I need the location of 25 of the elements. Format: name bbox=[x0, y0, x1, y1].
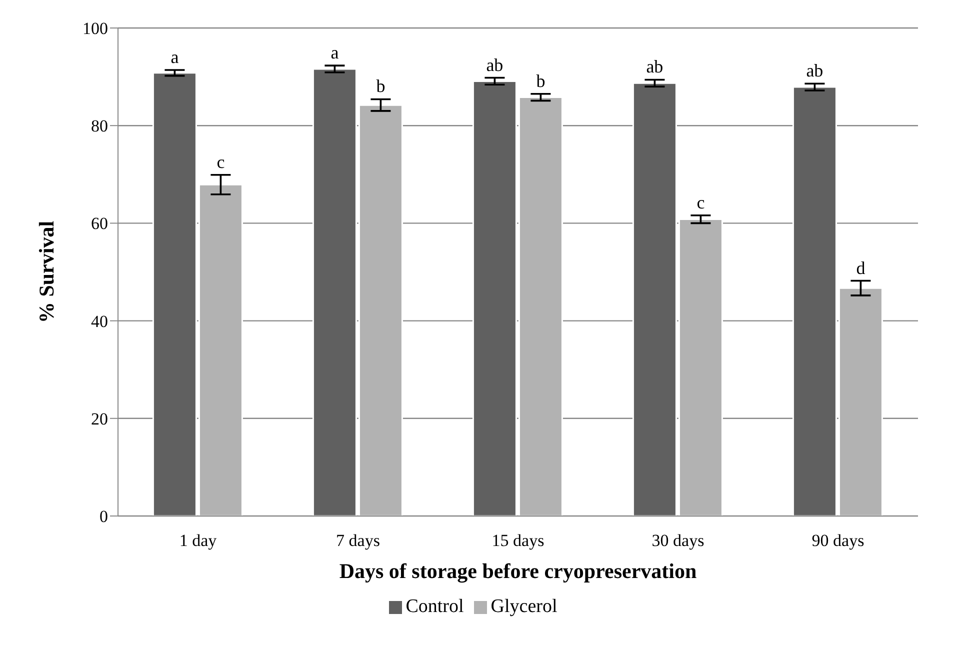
data-label: a bbox=[170, 46, 179, 67]
y-tick-label: 80 bbox=[91, 116, 108, 136]
y-tick-label: 0 bbox=[100, 507, 108, 526]
y-tick-label: 100 bbox=[82, 19, 108, 38]
data-label: a bbox=[330, 42, 339, 63]
x-tick-label: 30 days bbox=[652, 531, 704, 550]
data-label: c bbox=[696, 192, 705, 212]
x-tick-label: 15 days bbox=[492, 531, 544, 550]
x-tick-label: 90 days bbox=[812, 531, 864, 550]
data-label: ab bbox=[646, 56, 664, 77]
data-label: ab bbox=[486, 54, 504, 75]
y-tick-label: 40 bbox=[91, 312, 108, 331]
data-label: b bbox=[376, 76, 386, 96]
data-label: ab bbox=[806, 60, 824, 81]
x-tick-label: 1 day bbox=[179, 531, 218, 550]
x-tick-label: 7 days bbox=[336, 531, 380, 550]
legend-label: Control bbox=[406, 596, 464, 617]
y-axis-title: % Survival bbox=[34, 220, 58, 324]
x-axis-title: Days of storage before cryopreservation bbox=[339, 559, 697, 583]
legend-label: Glycerol bbox=[490, 596, 558, 617]
data-label: d bbox=[856, 258, 866, 278]
data-label: b bbox=[536, 70, 546, 91]
y-tick-label: 20 bbox=[91, 409, 108, 428]
y-tick-label: 60 bbox=[91, 214, 108, 234]
data-label: c bbox=[216, 152, 225, 172]
